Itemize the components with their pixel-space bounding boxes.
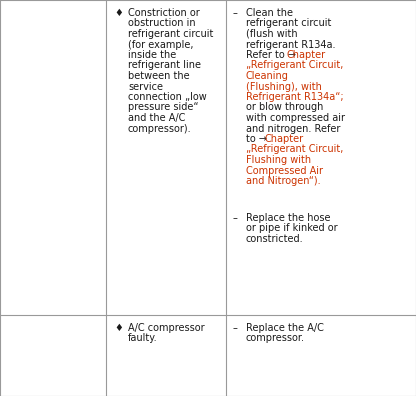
Text: ♦: ♦ <box>114 323 123 333</box>
Text: and the A/C: and the A/C <box>128 113 186 123</box>
Text: compressor).: compressor). <box>128 124 192 133</box>
Text: refrigerant line: refrigerant line <box>128 61 201 70</box>
Text: –: – <box>233 213 238 223</box>
Text: constricted.: constricted. <box>246 234 304 244</box>
Text: between the: between the <box>128 71 190 81</box>
Text: ♦: ♦ <box>114 8 123 18</box>
Text: A/C compressor: A/C compressor <box>128 323 205 333</box>
Text: refrigerant circuit: refrigerant circuit <box>128 29 213 39</box>
Text: service: service <box>128 82 163 91</box>
Text: Cleaning: Cleaning <box>246 71 289 81</box>
Text: Replace the A/C: Replace the A/C <box>246 323 324 333</box>
Text: or pipe if kinked or: or pipe if kinked or <box>246 223 338 233</box>
Text: Refrigerant R134a“;: Refrigerant R134a“; <box>246 92 344 102</box>
Text: Refer to →: Refer to → <box>246 50 299 60</box>
Text: Clean the: Clean the <box>246 8 293 18</box>
Text: pressure side“: pressure side“ <box>128 103 198 112</box>
Text: „Refrigerant Circuit,: „Refrigerant Circuit, <box>246 61 343 70</box>
Text: and nitrogen. Refer: and nitrogen. Refer <box>246 124 340 133</box>
Text: obstruction in: obstruction in <box>128 19 196 29</box>
Text: Compressed Air: Compressed Air <box>246 166 323 175</box>
Text: compressor.: compressor. <box>246 333 305 343</box>
Text: –: – <box>233 8 238 18</box>
Text: (Flushing), with: (Flushing), with <box>246 82 322 91</box>
Text: „Refrigerant Circuit,: „Refrigerant Circuit, <box>246 145 343 154</box>
Text: (for example,: (for example, <box>128 40 193 50</box>
Text: connection „low: connection „low <box>128 92 207 102</box>
Text: refrigerant R134a.: refrigerant R134a. <box>246 40 335 50</box>
Text: –: – <box>233 323 238 333</box>
Text: (flush with: (flush with <box>246 29 297 39</box>
Text: inside the: inside the <box>128 50 176 60</box>
Text: Chapter: Chapter <box>286 50 325 60</box>
Text: or blow through: or blow through <box>246 103 323 112</box>
Text: faulty.: faulty. <box>128 333 158 343</box>
Text: Flushing with: Flushing with <box>246 155 311 165</box>
Text: with compressed air: with compressed air <box>246 113 345 123</box>
Text: Replace the hose: Replace the hose <box>246 213 330 223</box>
Text: Chapter: Chapter <box>264 134 303 144</box>
Text: Constriction or: Constriction or <box>128 8 200 18</box>
Text: to →: to → <box>246 134 270 144</box>
Text: and Nitrogen“).: and Nitrogen“). <box>246 176 321 186</box>
Text: refrigerant circuit: refrigerant circuit <box>246 19 332 29</box>
